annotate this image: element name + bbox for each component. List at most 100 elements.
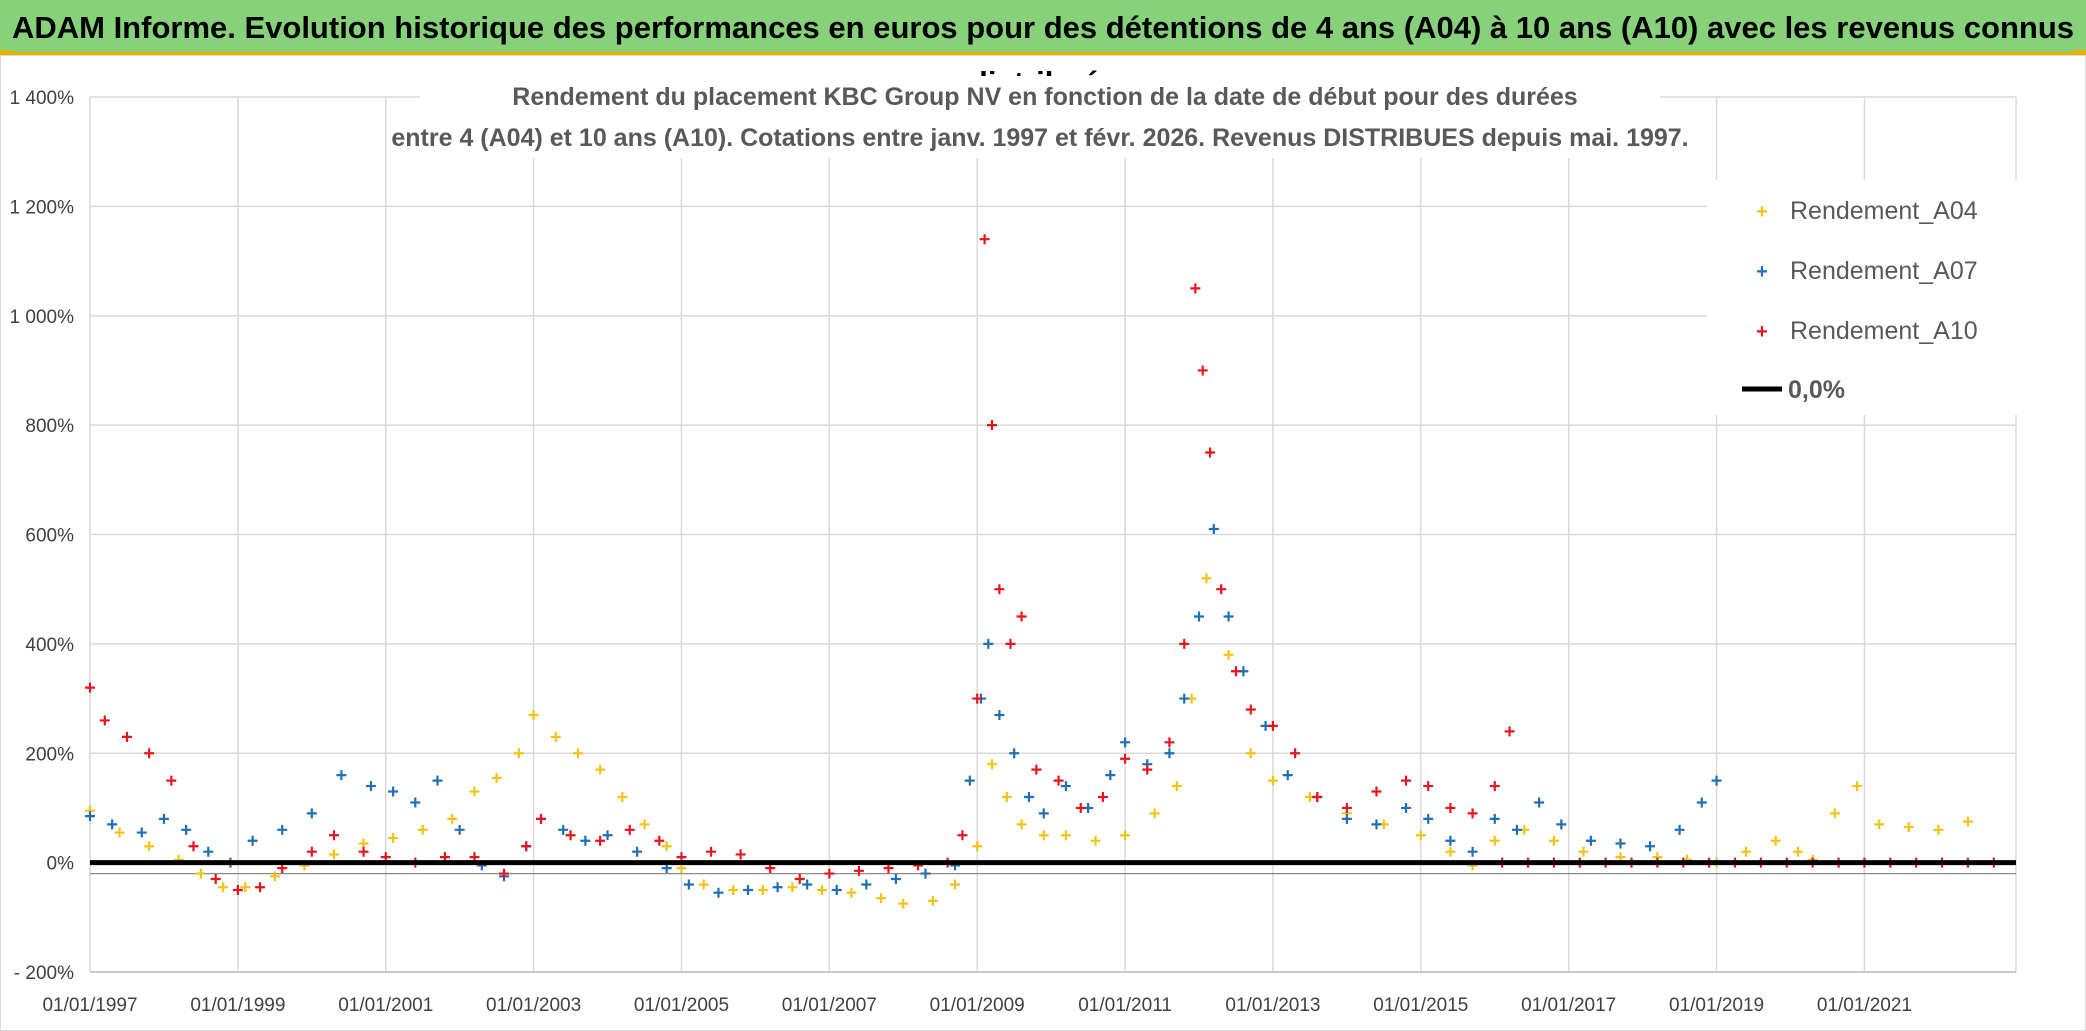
point-a10 — [1401, 775, 1412, 786]
point-a07 — [831, 884, 842, 895]
point-a07 — [1282, 770, 1293, 781]
point-a07 — [1423, 813, 1434, 824]
point-a04 — [876, 893, 887, 904]
point-a07 — [85, 811, 95, 822]
x-tick-label: 01/01/2015 — [1373, 995, 1468, 1016]
point-a10 — [1467, 808, 1478, 819]
point-a07 — [1105, 770, 1116, 781]
point-a04 — [269, 871, 280, 882]
x-tick-label: 01/01/2005 — [634, 995, 729, 1016]
point-a04 — [1060, 830, 1071, 841]
point-a04 — [1578, 846, 1589, 857]
x-tick-label: 01/01/1997 — [42, 995, 137, 1016]
point-a07 — [683, 879, 694, 890]
point-a10 — [1504, 726, 1515, 737]
point-a10 — [255, 882, 266, 893]
point-a07 — [1023, 792, 1034, 802]
point-a07 — [1645, 841, 1656, 852]
point-a04 — [1090, 835, 1101, 846]
legend-marker-a07: + — [1756, 261, 1768, 283]
point-a10 — [957, 830, 968, 841]
point-a04 — [1933, 824, 1944, 835]
point-a04 — [927, 895, 938, 906]
x-tick-label: 01/01/2007 — [782, 995, 877, 1016]
point-a07 — [432, 775, 443, 786]
point-a10 — [536, 813, 547, 824]
y-tick-label: 600% — [25, 526, 74, 547]
point-a04 — [513, 748, 524, 759]
point-a07 — [181, 824, 192, 835]
point-a04 — [417, 824, 428, 835]
point-a07 — [1038, 808, 1049, 819]
title-background — [420, 76, 1660, 158]
point-a04 — [1829, 808, 1840, 819]
point-a10 — [853, 865, 864, 876]
point-a07 — [1164, 748, 1175, 759]
point-a04 — [1770, 835, 1781, 846]
point-a07 — [247, 835, 258, 846]
point-a04 — [1016, 819, 1027, 830]
legend-label-zero-line: 0,0% — [1788, 376, 1845, 404]
banner-title: ADAM Informe. Evolution historique des p… — [11, 10, 2075, 100]
point-a04 — [144, 841, 155, 852]
point-a04 — [1415, 830, 1426, 841]
y-tick-label: - 200% — [14, 963, 74, 984]
point-a07 — [1511, 824, 1522, 835]
point-a04 — [787, 882, 798, 893]
point-a07 — [1208, 524, 1219, 535]
point-a10 — [1031, 764, 1042, 775]
x-tick-label: 01/01/2001 — [338, 995, 433, 1016]
axes: - 200% 0% 200% 400% 600% 800% 1 000% 1 200% 1 40… — [10, 88, 2016, 1016]
point-a07 — [602, 830, 613, 841]
point-a04 — [1223, 649, 1234, 660]
point-a07 — [306, 808, 317, 819]
point-a10 — [706, 846, 717, 857]
point-a04 — [218, 882, 229, 893]
point-a04 — [1120, 830, 1131, 841]
point-a10 — [1179, 638, 1190, 649]
point-a10 — [1230, 666, 1241, 677]
point-a04 — [1741, 846, 1752, 857]
point-a10 — [1075, 802, 1086, 813]
point-a07 — [1445, 835, 1456, 846]
x-tick-label: 01/01/2021 — [1817, 995, 1912, 1016]
point-a10 — [1142, 764, 1153, 775]
point-a04 — [388, 833, 399, 844]
point-a04 — [846, 887, 857, 898]
point-a04 — [572, 748, 583, 759]
point-a04 — [1245, 748, 1256, 759]
point-a04 — [1267, 775, 1278, 786]
legend-marker-a10: + — [1756, 321, 1768, 343]
point-a07 — [410, 797, 421, 808]
point-a10 — [1097, 792, 1108, 802]
point-a10 — [1120, 753, 1131, 764]
point-a07 — [632, 846, 643, 857]
point-a04 — [1038, 830, 1049, 841]
point-a10 — [99, 715, 110, 726]
point-a04 — [1962, 816, 1973, 827]
legend: + Rendement_A04 + Rendement_A07 + Rendem… — [1707, 180, 2037, 415]
y-tick-label: 1 400% — [10, 88, 75, 109]
point-a10 — [166, 775, 177, 786]
point-a10 — [1489, 781, 1500, 792]
point-a04 — [728, 884, 739, 895]
point-a07 — [1489, 813, 1500, 824]
y-tick-label: 1 000% — [10, 307, 75, 328]
x-tick-label: 01/01/1999 — [190, 995, 285, 1016]
point-a04 — [617, 792, 628, 802]
point-a10 — [85, 682, 95, 693]
y-tick-label: 800% — [25, 416, 74, 437]
point-a10 — [188, 841, 199, 852]
point-a10 — [144, 748, 155, 759]
point-a10 — [1267, 720, 1278, 731]
x-tick-label: 01/01/2013 — [1225, 995, 1320, 1016]
point-a10 — [987, 420, 998, 431]
point-a04 — [528, 709, 539, 720]
point-a07 — [388, 786, 399, 797]
point-a10 — [521, 841, 532, 852]
legend-marker-a04: + — [1756, 201, 1768, 223]
point-a04 — [1445, 846, 1456, 857]
point-a07 — [920, 868, 931, 879]
point-a10 — [735, 849, 746, 860]
point-a04 — [972, 841, 983, 852]
